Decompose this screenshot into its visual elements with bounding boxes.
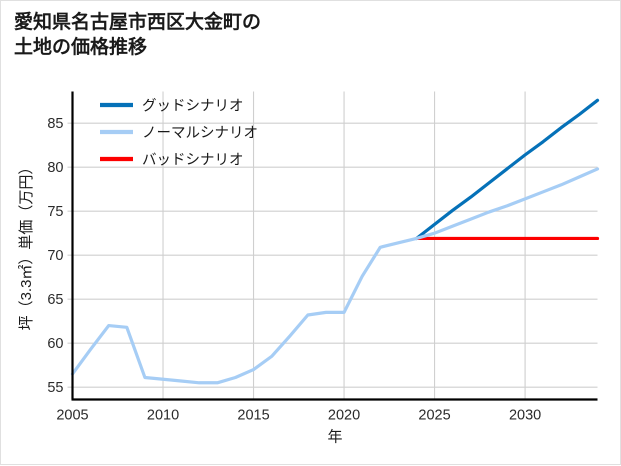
y-tick-label: 70	[47, 248, 63, 264]
legend-label-normal: ノーマルシナリオ	[142, 126, 258, 142]
y-axis-title: 坪（3.3㎡）単価（万円）	[18, 160, 35, 331]
legend-label-bad: バッドシナリオ	[142, 153, 244, 169]
axes-group	[71, 91, 598, 401]
x-tick-label: 2025	[418, 408, 450, 424]
y-tick-label: 80	[47, 160, 63, 176]
series-line	[70, 167, 600, 385]
x-tick-label: 2010	[147, 408, 179, 424]
x-tick-label: 2020	[328, 408, 360, 424]
x-tick-label: 2030	[509, 408, 541, 424]
series-line	[414, 98, 600, 241]
series-group	[70, 98, 600, 385]
y-tick-label: 75	[47, 204, 63, 220]
x-axis-tick-labels: 2005 2010 2015 2020 2025 2030	[56, 408, 541, 424]
x-tick-label: 2015	[237, 408, 269, 424]
x-tick-label: 2005	[56, 408, 88, 424]
y-tick-label: 55	[47, 380, 63, 396]
legend-label-good: グッドシナリオ	[142, 98, 244, 115]
y-tick-label: 85	[47, 116, 63, 132]
y-tick-label: 65	[47, 292, 63, 308]
y-tick-label: 60	[47, 336, 63, 352]
x-axis-title: 年	[327, 429, 342, 446]
y-axis-tick-labels: 55 60 65 70 75 80 85	[47, 116, 73, 396]
page-title: 愛知県名古屋市西区大金町の 土地の価格推移	[14, 12, 262, 58]
